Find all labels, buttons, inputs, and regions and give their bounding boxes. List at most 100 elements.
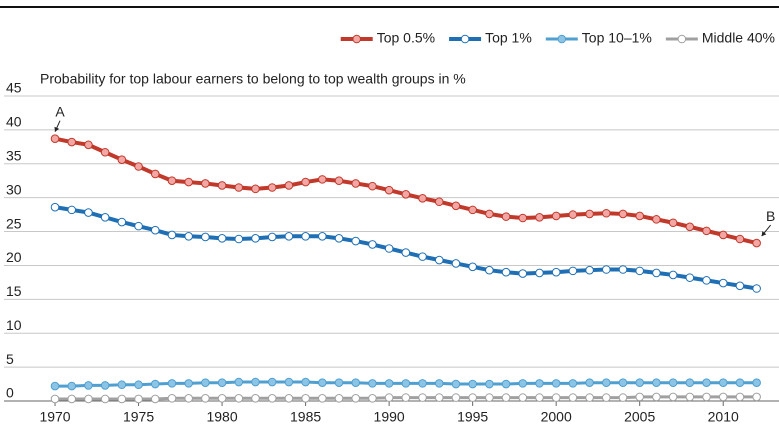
data-point xyxy=(50,394,60,404)
data-point xyxy=(251,393,260,403)
data-point xyxy=(368,240,377,249)
data-point xyxy=(518,213,528,223)
data-point xyxy=(668,270,678,280)
data-point xyxy=(184,177,193,187)
data-point xyxy=(752,284,761,293)
data-point xyxy=(635,211,645,221)
data-point xyxy=(434,379,444,388)
data-point xyxy=(568,266,578,276)
data-point xyxy=(201,393,210,403)
annotation-label: A xyxy=(55,103,65,119)
y-tick-label: 5 xyxy=(6,351,14,367)
data-point xyxy=(100,213,110,222)
data-point xyxy=(318,232,327,241)
data-point xyxy=(234,183,244,192)
data-point xyxy=(84,381,93,390)
data-point xyxy=(485,209,494,219)
data-point xyxy=(685,222,695,232)
data-point xyxy=(401,248,411,257)
data-point xyxy=(618,265,628,274)
x-tick-label: 1995 xyxy=(457,409,488,425)
data-point xyxy=(601,378,611,388)
legend-label: Middle 40% xyxy=(702,30,775,46)
data-point xyxy=(134,380,143,390)
data-point xyxy=(702,226,711,236)
data-point xyxy=(117,380,127,390)
data-point xyxy=(217,234,227,243)
data-point xyxy=(418,252,427,261)
data-point xyxy=(167,393,177,403)
data-point xyxy=(434,255,444,265)
data-point xyxy=(468,205,477,215)
data-point xyxy=(334,234,344,243)
data-point xyxy=(167,230,177,240)
data-point xyxy=(685,378,695,388)
x-tick-label: 1990 xyxy=(374,409,405,425)
data-point xyxy=(434,393,444,402)
data-point xyxy=(668,218,678,228)
data-point xyxy=(718,278,728,288)
annotation-label: B xyxy=(766,208,775,224)
data-point xyxy=(50,381,60,391)
y-tick-label: 10 xyxy=(6,317,22,333)
data-point xyxy=(201,378,210,388)
y-tick-label: 35 xyxy=(6,147,22,163)
data-point xyxy=(535,268,544,278)
data-point xyxy=(652,378,661,388)
data-point xyxy=(501,393,511,402)
data-point xyxy=(201,232,210,242)
data-point xyxy=(301,232,310,241)
data-point xyxy=(284,232,294,241)
data-point xyxy=(535,379,544,388)
data-point xyxy=(685,392,695,402)
arrow-head xyxy=(761,231,767,237)
data-point xyxy=(117,217,127,227)
data-point xyxy=(100,381,110,390)
data-point xyxy=(468,262,477,272)
data-point xyxy=(668,392,678,402)
data-point xyxy=(485,379,494,389)
data-point xyxy=(134,394,143,404)
data-point xyxy=(652,268,661,278)
y-tick-label: 25 xyxy=(6,215,22,231)
data-point xyxy=(551,211,561,221)
data-point xyxy=(401,393,411,402)
data-point xyxy=(535,213,544,222)
x-tick-label: 1970 xyxy=(39,409,70,425)
data-point xyxy=(134,162,143,171)
data-point xyxy=(117,394,127,404)
x-tick-label: 1980 xyxy=(206,409,237,425)
data-point xyxy=(601,265,611,274)
data-point xyxy=(384,379,394,388)
data-point xyxy=(217,378,227,388)
data-point xyxy=(401,379,411,388)
data-point xyxy=(518,393,528,402)
data-point xyxy=(284,393,294,403)
data-point xyxy=(167,176,177,186)
data-point xyxy=(318,378,327,388)
data-point xyxy=(234,377,244,387)
data-point xyxy=(67,205,77,215)
data-point xyxy=(535,393,544,402)
data-point xyxy=(618,393,628,402)
data-point xyxy=(585,378,594,388)
x-tick-label: 1975 xyxy=(123,409,154,425)
data-point xyxy=(368,181,377,191)
legend-label: Top 0.5% xyxy=(377,30,435,46)
legend-label: Top 1% xyxy=(485,30,532,46)
data-point xyxy=(100,394,110,404)
data-point xyxy=(451,393,461,402)
data-point xyxy=(84,208,93,217)
x-tick-label: 2000 xyxy=(541,409,572,425)
y-tick-label: 40 xyxy=(6,114,22,130)
data-point xyxy=(735,378,745,388)
data-point xyxy=(150,225,160,235)
data-point xyxy=(501,379,511,389)
data-point xyxy=(735,392,745,402)
data-point xyxy=(284,377,294,387)
data-point xyxy=(468,393,477,402)
data-point xyxy=(368,393,377,403)
data-point xyxy=(284,181,294,190)
data-point xyxy=(234,234,244,244)
data-point xyxy=(100,147,110,157)
